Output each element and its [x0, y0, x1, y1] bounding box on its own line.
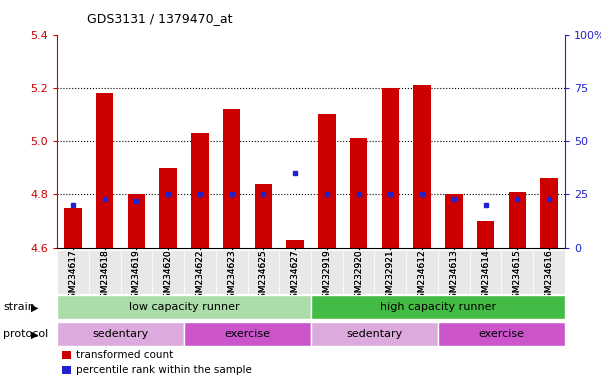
Text: GSM234627: GSM234627: [291, 250, 300, 304]
Text: GSM234616: GSM234616: [545, 250, 554, 305]
Text: GSM234618: GSM234618: [100, 250, 109, 305]
Bar: [438, 322, 565, 346]
Text: GSM232919: GSM232919: [322, 250, 331, 305]
Text: GSM234623: GSM234623: [227, 250, 236, 304]
Bar: [184, 322, 311, 346]
Text: GSM234620: GSM234620: [163, 250, 172, 304]
Bar: [57, 250, 89, 294]
Bar: [374, 250, 406, 294]
Text: GSM234615: GSM234615: [513, 250, 522, 305]
Bar: [287, 240, 304, 248]
Bar: [311, 322, 438, 346]
Text: GSM234615: GSM234615: [513, 250, 522, 305]
Bar: [318, 114, 335, 248]
Bar: [62, 366, 72, 374]
Bar: [255, 184, 272, 248]
Text: sedentary: sedentary: [93, 329, 148, 339]
Text: exercise: exercise: [478, 329, 525, 339]
Text: GSM232921: GSM232921: [386, 250, 395, 304]
Text: GSM234614: GSM234614: [481, 250, 490, 304]
Bar: [159, 168, 177, 248]
Text: high capacity runner: high capacity runner: [380, 302, 496, 313]
Text: GSM234619: GSM234619: [132, 250, 141, 305]
Text: GSM234623: GSM234623: [227, 250, 236, 304]
Bar: [216, 250, 248, 294]
Bar: [470, 250, 501, 294]
Text: GSM232919: GSM232919: [322, 250, 331, 305]
Text: GSM234617: GSM234617: [69, 250, 78, 305]
Text: protocol: protocol: [3, 329, 48, 339]
Bar: [191, 133, 209, 248]
Text: GSM234620: GSM234620: [163, 250, 172, 304]
Text: transformed count: transformed count: [76, 350, 174, 360]
Text: sedentary: sedentary: [346, 329, 403, 339]
Text: GSM234614: GSM234614: [481, 250, 490, 304]
Bar: [445, 194, 463, 248]
Bar: [406, 250, 438, 294]
Bar: [343, 250, 374, 294]
Text: GSM234619: GSM234619: [132, 250, 141, 305]
Bar: [311, 295, 565, 319]
Bar: [533, 250, 565, 294]
Text: GSM234622: GSM234622: [195, 250, 204, 304]
Text: GSM232921: GSM232921: [386, 250, 395, 304]
Bar: [184, 250, 216, 294]
Text: GSM234618: GSM234618: [100, 250, 109, 305]
Bar: [121, 250, 152, 294]
Bar: [57, 295, 311, 319]
Bar: [62, 351, 72, 359]
Text: GSM234616: GSM234616: [545, 250, 554, 305]
Text: GSM234612: GSM234612: [418, 250, 427, 304]
Text: GSM234627: GSM234627: [291, 250, 300, 304]
Bar: [128, 194, 145, 248]
Bar: [311, 250, 343, 294]
Bar: [248, 250, 279, 294]
Bar: [64, 208, 82, 248]
Bar: [350, 139, 367, 248]
Bar: [279, 250, 311, 294]
Text: GSM234625: GSM234625: [259, 250, 268, 304]
Text: GDS3131 / 1379470_at: GDS3131 / 1379470_at: [87, 12, 233, 25]
Bar: [540, 179, 558, 248]
Bar: [508, 192, 526, 248]
Bar: [413, 85, 431, 248]
Text: GSM234625: GSM234625: [259, 250, 268, 304]
Bar: [89, 250, 121, 294]
Text: ▶: ▶: [31, 302, 38, 313]
Text: GSM232920: GSM232920: [354, 250, 363, 304]
Bar: [382, 88, 399, 248]
Text: strain: strain: [3, 302, 35, 313]
Text: GSM234612: GSM234612: [418, 250, 427, 304]
Bar: [96, 93, 114, 248]
Bar: [501, 250, 533, 294]
Bar: [438, 250, 470, 294]
Bar: [477, 221, 494, 248]
Text: GSM234617: GSM234617: [69, 250, 78, 305]
Text: GSM234622: GSM234622: [195, 250, 204, 304]
Text: percentile rank within the sample: percentile rank within the sample: [76, 365, 252, 375]
Text: low capacity runner: low capacity runner: [129, 302, 239, 313]
Bar: [57, 322, 184, 346]
Text: GSM232920: GSM232920: [354, 250, 363, 304]
Bar: [223, 109, 240, 248]
Text: GSM234613: GSM234613: [450, 250, 459, 305]
Text: exercise: exercise: [225, 329, 270, 339]
Bar: [152, 250, 184, 294]
Text: ▶: ▶: [31, 329, 38, 339]
Text: GSM234613: GSM234613: [450, 250, 459, 305]
